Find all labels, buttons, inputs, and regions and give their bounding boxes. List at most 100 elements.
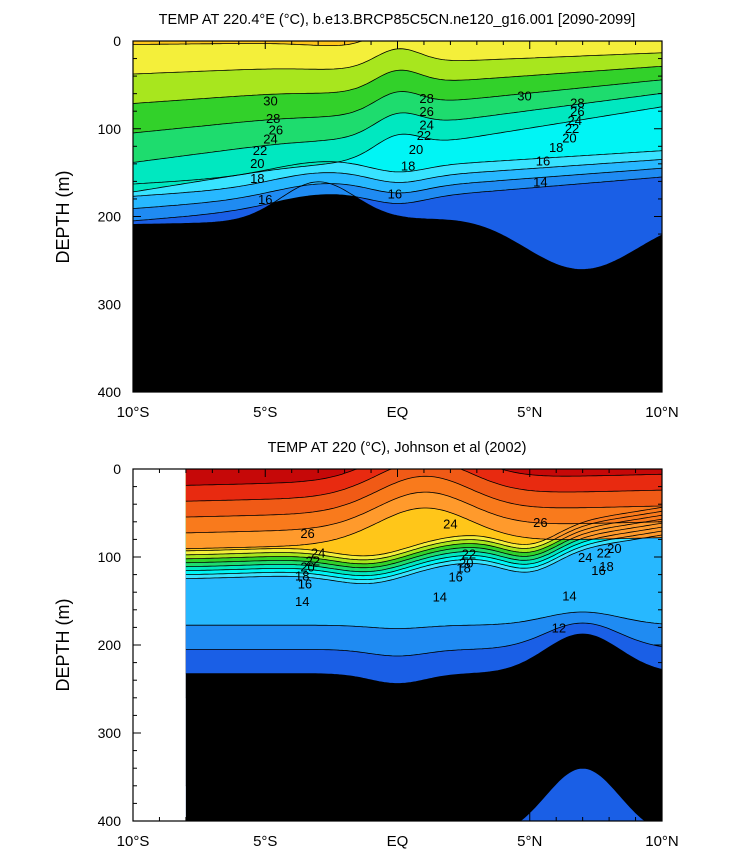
contour-labels: 2624222018161412102422201816141210262422…: [295, 515, 622, 813]
contour-label: 28: [570, 95, 584, 110]
contour-label: 20: [300, 560, 314, 575]
contour-line: [133, 106, 662, 193]
contour-label: 18: [295, 568, 309, 583]
contour-fills: [133, 41, 662, 392]
contour-label: 22: [462, 546, 476, 561]
y-tick-label: 0: [113, 33, 121, 49]
contour-label: 16: [448, 569, 462, 584]
contour-label: 28: [266, 111, 280, 126]
contour-label: 14: [409, 252, 423, 267]
contour-label: 18: [456, 561, 470, 576]
contour-line: [185, 469, 662, 486]
contour-fills: [185, 469, 662, 821]
contour-label: 16: [258, 192, 272, 207]
contour-label: 22: [565, 121, 579, 136]
contour-line: [185, 644, 662, 712]
contour-label: 28: [419, 91, 433, 106]
contour-line: [185, 491, 662, 534]
y-tick-label: 400: [98, 384, 122, 400]
contour-label: 24: [578, 550, 592, 565]
x-tick-label: 10°N: [645, 404, 679, 421]
contour-line: [133, 41, 662, 46]
contour-line: [185, 633, 662, 684]
contour-labels: 3028262422201816141228262422201816141230…: [250, 88, 585, 376]
y-tick-label: 100: [98, 549, 122, 565]
contour-label: 26: [533, 515, 547, 530]
contour-line: [133, 247, 662, 293]
contour-line: [185, 514, 662, 565]
contour-line: [185, 530, 662, 580]
contour-line: [185, 622, 662, 657]
contour-label: 20: [459, 555, 473, 570]
contour-line: [133, 181, 662, 270]
contour-line: [185, 475, 662, 518]
panel-observed: TEMP AT 220 (°C), Johnson et al (2002) 2…: [53, 440, 679, 850]
axes: 0 100 200 300 400 10°S 5°S EQ 5°N 10°N: [98, 461, 679, 850]
contour-label: 26: [269, 123, 283, 138]
x-tick-label: EQ: [387, 404, 409, 421]
x-tick-label: 10°S: [117, 833, 150, 850]
contour-label: 16: [298, 576, 312, 591]
panel-model: TEMP AT 220.4°E (°C), b.e13.BRCP85C5CN.n…: [53, 12, 679, 421]
contour-label: 14: [533, 174, 547, 189]
contour-line: [185, 534, 662, 584]
contour-line: [185, 518, 662, 569]
contour-label: 16: [388, 187, 402, 202]
x-tick-label: 10°S: [117, 404, 150, 421]
contour-line: [185, 522, 662, 573]
contour-line: [185, 526, 662, 577]
contour-label: 16: [536, 153, 550, 168]
y-tick-label: 300: [98, 296, 122, 312]
contour-label: 12: [552, 620, 566, 635]
contour-label: 14: [295, 594, 309, 609]
contour-label: 20: [562, 131, 576, 146]
contour-label: 20: [607, 541, 621, 556]
contour-label: 20: [409, 142, 423, 157]
contour-label: 22: [253, 143, 267, 158]
x-tick-label: 5°S: [253, 833, 277, 850]
contour-line: [185, 469, 662, 502]
contour-line: [133, 167, 662, 209]
contour-line: [133, 65, 662, 104]
contour-line: [133, 150, 662, 185]
contour-label: 26: [570, 104, 584, 119]
contour-line: [133, 323, 662, 392]
contour-label: 10: [459, 795, 473, 810]
x-tick-label: 10°N: [645, 833, 679, 850]
contour-label: 24: [311, 546, 325, 561]
contour-line: [133, 79, 662, 134]
x-tick-label: 5°N: [517, 404, 542, 421]
contour-line: [133, 92, 662, 163]
contour-label: 10: [311, 798, 325, 813]
contour-label: 12: [300, 700, 314, 715]
contour-line: [133, 293, 662, 350]
contour-label: 12: [544, 282, 558, 297]
x-tick-label: 5°S: [253, 404, 277, 421]
contour-label: 24: [419, 117, 433, 132]
contour-label: 12: [274, 361, 288, 376]
contour-label: 22: [597, 546, 611, 561]
panel-title: TEMP AT 220.4°E (°C), b.e13.BRCP85C5CN.n…: [159, 12, 636, 28]
contour-label: 26: [419, 104, 433, 119]
y-tick-label: 200: [98, 637, 122, 653]
contour-label: 18: [401, 159, 415, 174]
contour-line: [185, 767, 662, 821]
y-axis-label: DEPTH (m): [53, 599, 73, 692]
contour-label: 18: [250, 171, 264, 186]
contour-line: [133, 176, 662, 222]
y-tick-label: 0: [113, 461, 121, 477]
x-tick-label: 5°N: [517, 833, 542, 850]
y-tick-label: 400: [98, 813, 122, 829]
x-tick-label: EQ: [387, 833, 409, 850]
contour-label: 18: [549, 140, 563, 155]
fill-band: [133, 41, 662, 74]
contour-label: 14: [562, 589, 576, 604]
contour-line: [185, 506, 662, 557]
contour-label: 20: [250, 156, 264, 171]
y-tick-label: 300: [98, 725, 122, 741]
contour-line: [185, 507, 662, 550]
contour-line: [185, 611, 662, 629]
contour-label: 30: [263, 94, 277, 109]
panel-title: TEMP AT 220 (°C), Johnson et al (2002): [268, 440, 527, 456]
